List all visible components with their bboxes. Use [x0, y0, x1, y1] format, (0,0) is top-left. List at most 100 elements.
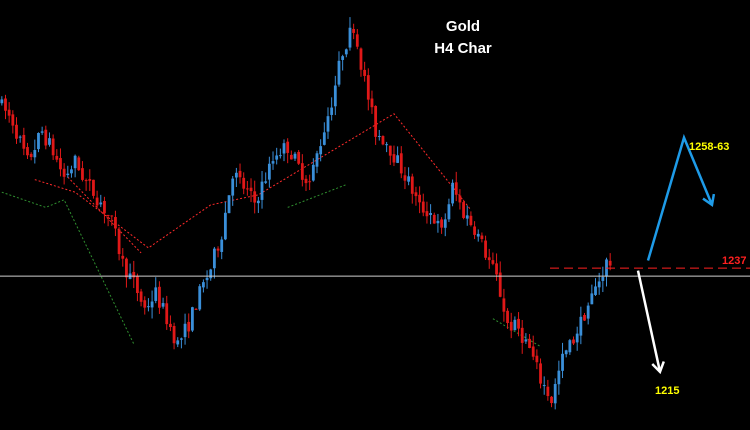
candle [220, 236, 224, 260]
green-zigzag-line [1, 191, 135, 345]
candle [136, 273, 139, 302]
candle [348, 17, 352, 51]
candle-body [289, 154, 293, 160]
candle [29, 152, 33, 161]
candle-body [169, 323, 172, 328]
candle-body [139, 291, 143, 302]
candle [517, 312, 520, 337]
candle [425, 201, 429, 224]
candle-body [158, 286, 161, 308]
candle-body [524, 339, 528, 342]
candle-body [227, 195, 231, 214]
up-arrowhead [702, 193, 716, 208]
candle-body [242, 177, 246, 189]
candle [407, 167, 411, 186]
candle [169, 315, 172, 332]
candle [77, 155, 81, 172]
candle [187, 313, 191, 339]
candle-body [4, 98, 7, 111]
candle [231, 176, 235, 206]
candle-body [517, 318, 520, 329]
down-forecast-line [636, 270, 662, 373]
candle [572, 336, 575, 346]
candle-body [451, 182, 454, 204]
candle [495, 253, 498, 281]
candle [469, 211, 473, 227]
candle [608, 253, 612, 271]
candle-body [256, 200, 260, 204]
candle-body [542, 385, 546, 387]
candle-body [385, 144, 389, 146]
candle-body [557, 370, 561, 385]
candle-body [194, 308, 198, 310]
candle-body [396, 155, 400, 163]
candle-body [267, 163, 271, 180]
candles [0, 17, 612, 410]
candle-body [326, 116, 330, 132]
candle [531, 335, 535, 361]
candle [48, 132, 51, 147]
candle [26, 142, 29, 160]
candle-body [81, 168, 84, 180]
candle-body [264, 181, 268, 183]
candle-body [410, 176, 414, 194]
candle [557, 360, 561, 395]
candle-body [216, 248, 220, 251]
candle-body [231, 178, 235, 196]
resistance-level-label: 1237 [722, 255, 746, 267]
candle-body [572, 339, 575, 344]
candle [520, 319, 524, 354]
candle [462, 199, 465, 220]
candle-body [308, 181, 312, 183]
candle-body [520, 327, 524, 343]
candle-body [48, 138, 51, 145]
candle-body [363, 69, 367, 76]
candle [506, 308, 509, 329]
candle [161, 297, 165, 309]
candle [550, 395, 553, 408]
candle-body [297, 151, 301, 164]
candle-body [125, 258, 128, 278]
candle-body [403, 175, 407, 181]
candle-body [528, 338, 531, 348]
candle [524, 333, 528, 344]
candle-body [110, 215, 114, 217]
candle-body [333, 85, 337, 107]
candle-body [425, 211, 429, 217]
candle [139, 288, 143, 307]
candle [509, 312, 513, 339]
candle-body [11, 114, 15, 126]
candle [180, 337, 183, 349]
candle-body [341, 56, 345, 60]
candle-body [40, 131, 44, 133]
candle-body [344, 49, 348, 55]
candle-body [454, 182, 458, 195]
candle [216, 246, 220, 258]
candle-body [99, 202, 103, 205]
candle-body [337, 60, 341, 85]
candle [267, 156, 271, 188]
candle [447, 198, 451, 223]
candle [70, 165, 73, 178]
candle [293, 151, 297, 161]
candle [440, 217, 443, 234]
candle-body [476, 233, 480, 237]
candle-body [377, 136, 381, 138]
candle [84, 178, 88, 191]
candle [381, 135, 385, 146]
candle [165, 295, 169, 330]
candle-body [388, 145, 392, 156]
candle [403, 166, 407, 190]
candle [286, 138, 290, 164]
candle-body [103, 200, 106, 214]
candle-body [414, 192, 418, 197]
candle [539, 358, 542, 389]
candle [198, 284, 202, 311]
candle [128, 263, 132, 280]
candle-body [531, 346, 535, 357]
candle [491, 252, 495, 266]
candle-body [143, 300, 147, 308]
candle [414, 186, 418, 206]
candle [487, 248, 491, 269]
candle [473, 221, 476, 240]
